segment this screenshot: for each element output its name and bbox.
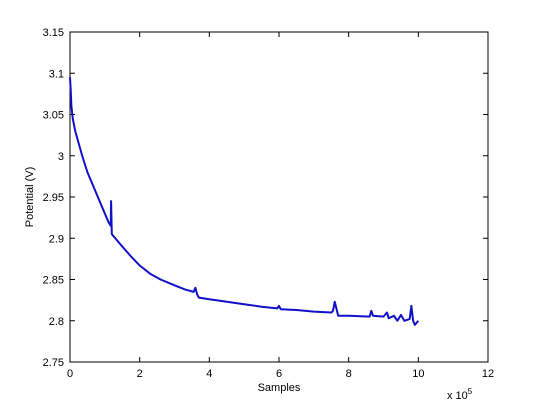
data-line bbox=[69, 77, 420, 326]
y-tick-label: 3.15 bbox=[43, 27, 64, 39]
x-tick-label: 6 bbox=[276, 368, 282, 380]
x-axis-label: Samples bbox=[258, 382, 301, 394]
x-tick-label: 0 bbox=[67, 368, 73, 380]
x-scale-label: x 105 bbox=[447, 387, 473, 402]
x-tick-label: 4 bbox=[206, 368, 212, 380]
x-tick-label: 8 bbox=[346, 368, 352, 380]
y-tick-label: 2.75 bbox=[43, 357, 64, 369]
x-tick-label: 10 bbox=[412, 368, 424, 380]
x-scale-base: x 10 bbox=[447, 390, 468, 402]
y-tick-label: 2.8 bbox=[49, 316, 64, 328]
x-tick-label: 12 bbox=[482, 368, 494, 380]
y-tick-label: 2.85 bbox=[43, 275, 64, 287]
y-tick-label: 3 bbox=[58, 151, 64, 163]
y-tick-label: 2.95 bbox=[43, 192, 64, 204]
x-tick-label: 2 bbox=[137, 368, 143, 380]
y-tick-label: 3.1 bbox=[49, 68, 64, 80]
plot-frame bbox=[69, 31, 489, 363]
x-scale-exponent: 5 bbox=[468, 387, 473, 396]
y-tick-label: 2.9 bbox=[49, 233, 64, 245]
y-axis-label: Potential (V) bbox=[24, 167, 36, 228]
y-tick-label: 3.05 bbox=[43, 110, 64, 122]
